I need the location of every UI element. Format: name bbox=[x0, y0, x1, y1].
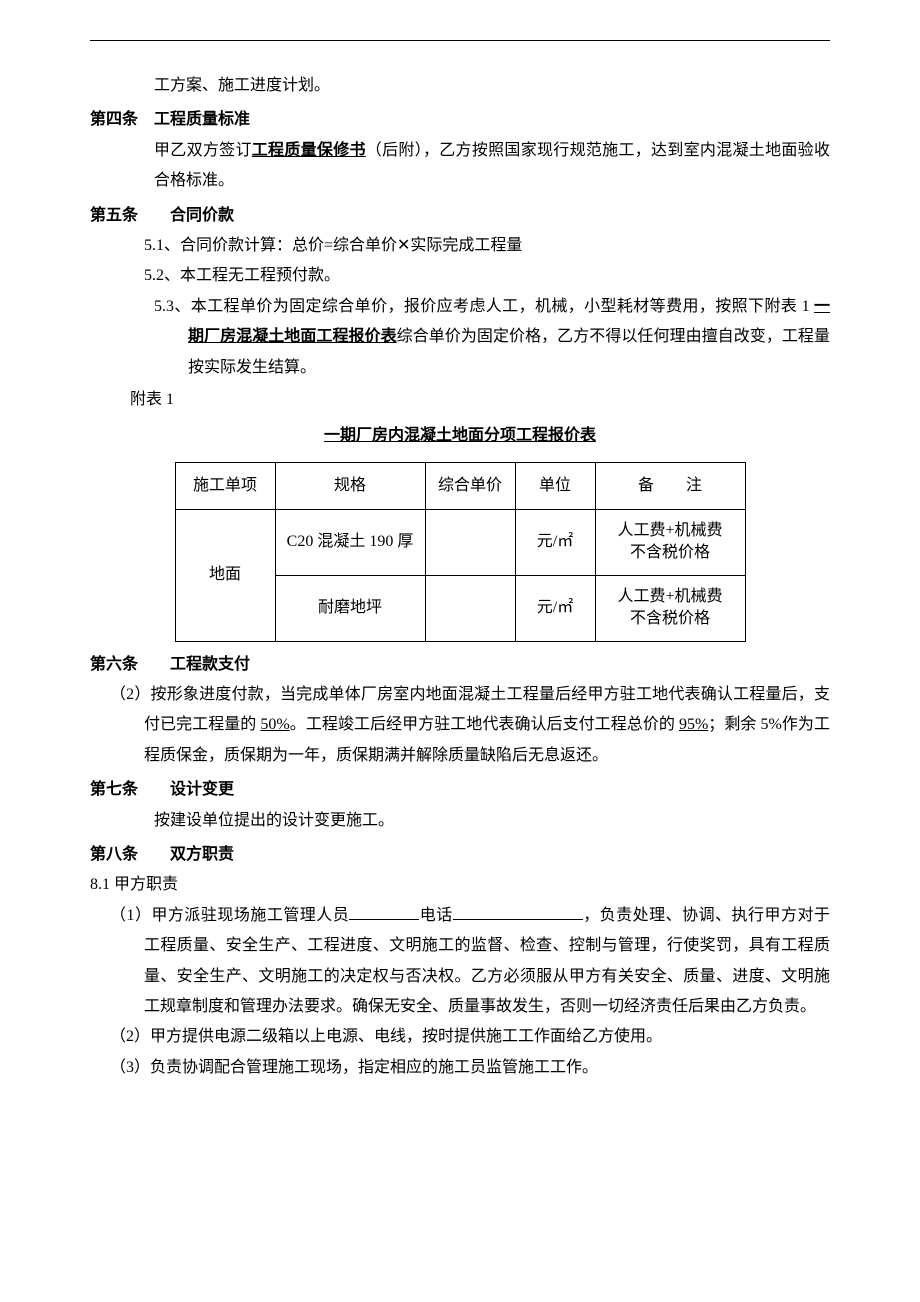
td-note-2: 人工费+机械费 不含税价格 bbox=[595, 575, 745, 641]
article4-body-prefix: 甲乙双方签订 bbox=[154, 142, 252, 159]
td-price-2 bbox=[425, 575, 515, 641]
article5-item1: 5.1、合同价款计算：总价=综合单价✕实际完成工程量 bbox=[90, 231, 830, 261]
article8-item3: （3）负责协调配合管理施工现场，指定相应的施工员监管施工工作。 bbox=[90, 1053, 830, 1083]
article8-item1-prefix: （1）甲方派驻现场施工管理人员 bbox=[110, 907, 349, 924]
blank-name bbox=[349, 904, 419, 920]
td-merged-item: 地面 bbox=[175, 510, 275, 642]
article8-heading: 第八条 双方职责 bbox=[90, 840, 830, 870]
th-price: 综合单价 bbox=[425, 462, 515, 509]
blank-phone bbox=[453, 904, 583, 920]
attach-label: 附表 1 bbox=[90, 385, 830, 415]
td-note-1-l2: 不含税价格 bbox=[630, 544, 710, 561]
article4-underline: 工程质量保修书 bbox=[252, 142, 366, 159]
td-unit-2: 元/㎡ bbox=[515, 575, 595, 641]
td-note-1-l1: 人工费+机械费 bbox=[617, 522, 722, 539]
table-header-row: 施工单项 规格 综合单价 单位 备 注 bbox=[175, 462, 745, 509]
price-table: 施工单项 规格 综合单价 单位 备 注 地面 C20 混凝土 190 厚 元/㎡… bbox=[175, 462, 746, 642]
td-note-2-l1: 人工费+机械费 bbox=[617, 588, 722, 605]
article6-pct2: 95% bbox=[679, 716, 708, 733]
article8-subheading: 8.1 甲方职责 bbox=[90, 870, 830, 900]
table-row: 地面 C20 混凝土 190 厚 元/㎡ 人工费+机械费 不含税价格 bbox=[175, 510, 745, 576]
th-note: 备 注 bbox=[595, 462, 745, 509]
td-unit-1: 元/㎡ bbox=[515, 510, 595, 576]
article6-mid: 。工程竣工后经甲方驻工地代表确认后支付工程总价的 bbox=[290, 716, 679, 733]
article6-heading: 第六条 工程款支付 bbox=[90, 650, 830, 680]
table-title: 一期厂房内混凝土地面分项工程报价表 bbox=[90, 421, 830, 451]
th-spec: 规格 bbox=[275, 462, 425, 509]
article5-item3: 5.3、本工程单价为固定综合单价，报价应考虑人工，机械，小型耗材等费用，按照下附… bbox=[90, 292, 830, 383]
article5-heading: 第五条 合同价款 bbox=[90, 201, 830, 231]
article8-item2: （2）甲方提供电源二级箱以上电源、电线，按时提供施工工作面给乙方使用。 bbox=[90, 1022, 830, 1052]
article8-item1-mid: 电话 bbox=[419, 907, 452, 924]
article6-pct1: 50% bbox=[260, 716, 289, 733]
article4-body: 甲乙双方签订工程质量保修书（后附），乙方按照国家现行规范施工，达到室内混凝土地面… bbox=[90, 136, 830, 197]
td-note-2-l2: 不含税价格 bbox=[630, 610, 710, 627]
td-spec-2: 耐磨地坪 bbox=[275, 575, 425, 641]
article4-heading: 第四条 工程质量标准 bbox=[90, 105, 830, 135]
article6-body: （2）按形象进度付款，当完成单体厂房室内地面混凝土工程量后经甲方驻工地代表确认工… bbox=[90, 680, 830, 771]
top-rule-line bbox=[90, 40, 830, 41]
th-unit: 单位 bbox=[515, 462, 595, 509]
th-item: 施工单项 bbox=[175, 462, 275, 509]
article8-item1: （1）甲方派驻现场施工管理人员电话，负责处理、协调、执行甲方对于工程质量、安全生… bbox=[90, 901, 830, 1023]
td-note-1: 人工费+机械费 不含税价格 bbox=[595, 510, 745, 576]
intro-line: 工方案、施工进度计划。 bbox=[90, 71, 830, 101]
article7-heading: 第七条 设计变更 bbox=[90, 775, 830, 805]
td-price-1 bbox=[425, 510, 515, 576]
article5-item3-prefix: 5.3、本工程单价为固定综合单价，报价应考虑人工，机械，小型耗材等费用，按照下附… bbox=[154, 298, 814, 315]
article5-item2: 5.2、本工程无工程预付款。 bbox=[90, 261, 830, 291]
article7-body: 按建设单位提出的设计变更施工。 bbox=[90, 806, 830, 836]
td-spec-1: C20 混凝土 190 厚 bbox=[275, 510, 425, 576]
